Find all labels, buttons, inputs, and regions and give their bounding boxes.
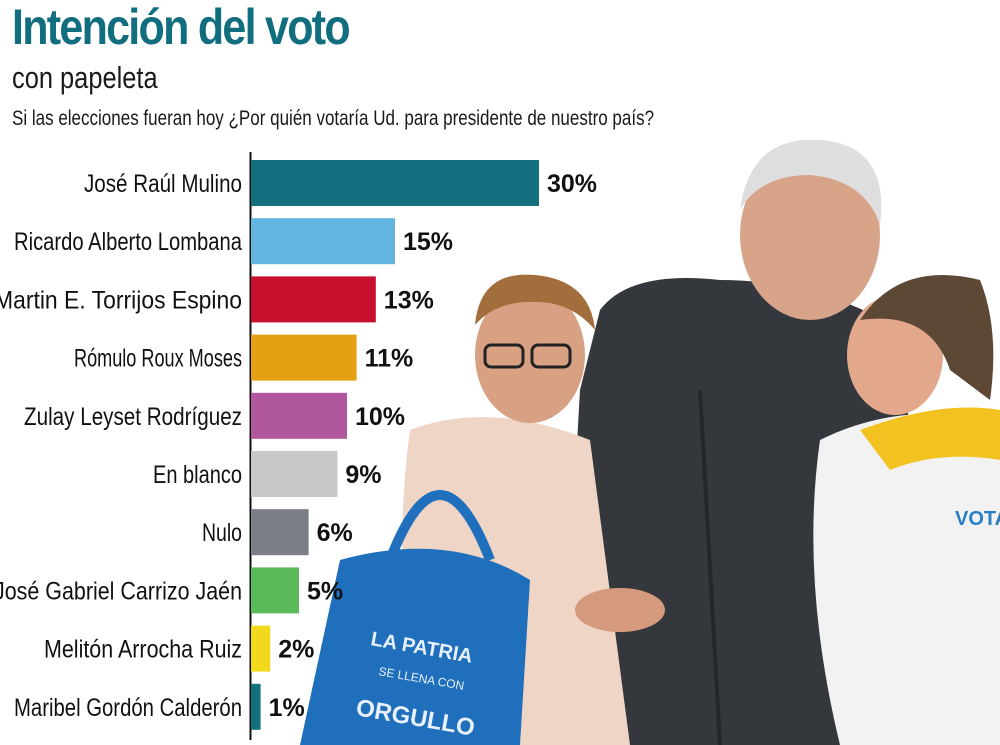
bar-10	[251, 683, 261, 730]
category-label: En blanco	[153, 461, 242, 489]
bar-6	[251, 451, 338, 497]
category-label: José Gabriel Carrizo Jaén	[0, 577, 242, 605]
category-label: Nulo	[202, 519, 242, 547]
value-label: 10%	[355, 403, 405, 431]
category-label: José Raúl Mulino	[84, 170, 242, 198]
bar-1	[251, 160, 539, 206]
category-label: Martin E. Torrijos Espino	[0, 286, 242, 314]
category-label: Ricardo Alberto Lombana	[14, 228, 242, 256]
value-label: 15%	[403, 228, 453, 256]
category-label: Melitón Arrocha Ruiz	[44, 636, 242, 664]
chart-title: Intención del voto	[12, 0, 351, 55]
survey-question: Si las elecciones fueran hoy ¿Por quién …	[12, 107, 655, 130]
campaign-photo: VOTA LA PATRIA SE LLENA CON ORGULLO	[300, 130, 1000, 745]
bar-3	[251, 276, 376, 323]
value-label: 2%	[278, 636, 314, 664]
woman-right-figure: VOTA	[813, 275, 1000, 745]
value-label: 6%	[317, 519, 353, 547]
bar-8	[251, 567, 299, 614]
value-label: 11%	[365, 345, 414, 373]
blue-bag: LA PATRIA SE LLENA CON ORGULLO	[300, 490, 530, 745]
category-label: Maribel Gordón Calderón	[14, 694, 242, 722]
shirt-text: VOTA	[955, 508, 1000, 530]
hands	[575, 588, 665, 632]
category-label: Rómulo Roux Moses	[74, 345, 242, 373]
value-label: 5%	[307, 577, 343, 605]
value-label: 13%	[384, 286, 434, 314]
bar-2	[251, 218, 395, 265]
bar-9	[251, 625, 271, 672]
value-label: 9%	[345, 461, 381, 489]
bar-5	[251, 392, 347, 439]
value-label: 30%	[547, 170, 597, 198]
bar-4	[251, 334, 357, 381]
chart-subtitle: con papeleta	[12, 60, 158, 95]
value-label: 1%	[269, 694, 305, 722]
category-label: Zulay Leyset Rodríguez	[24, 403, 242, 431]
bar-7	[251, 509, 309, 556]
